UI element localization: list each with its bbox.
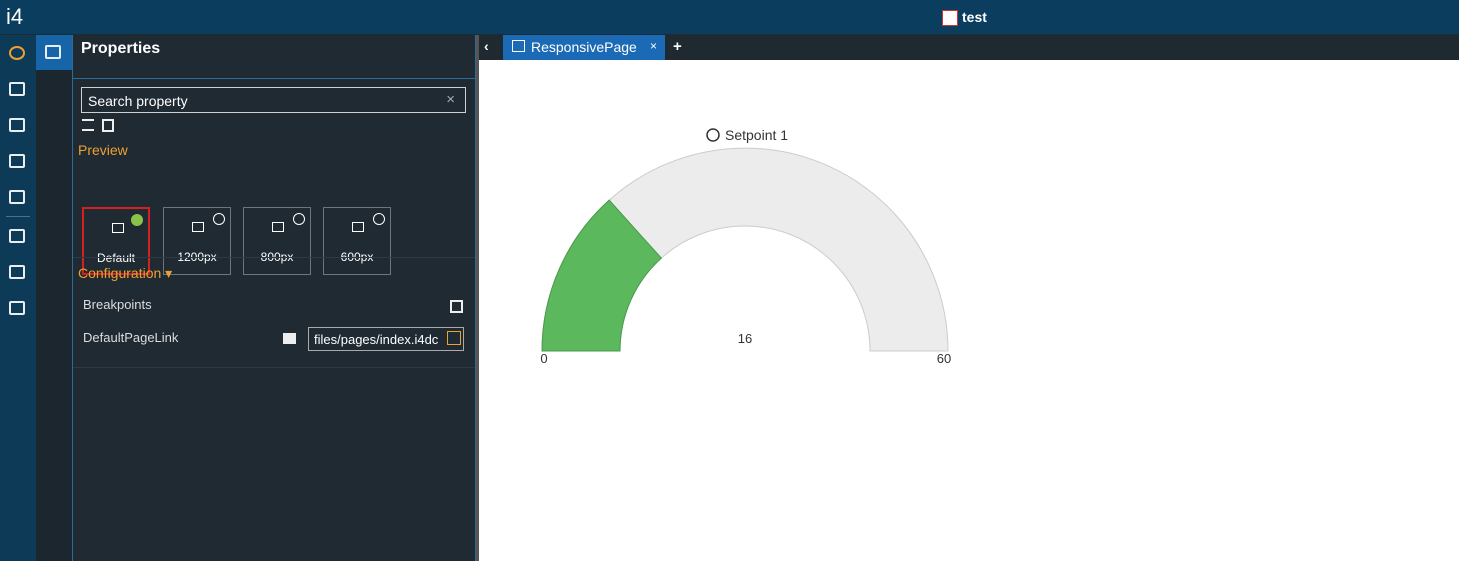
preview-label: Preview [78,142,128,158]
canvas-background [479,60,1459,561]
nav-icon[interactable] [9,190,25,204]
nav-icon[interactable] [9,301,25,315]
row-label: Breakpoints [83,297,152,312]
preview-option[interactable]: 800px [243,207,311,275]
configuration-toggle[interactable]: Configuration ▾ [78,265,173,281]
scroll-left[interactable]: ‹ [484,38,489,54]
radio [213,213,225,225]
option-label: Default [96,251,136,265]
radio [373,213,385,225]
properties-panel: Properties Search property × Preview Def… [73,35,476,561]
nav-icon[interactable] [9,118,25,132]
gauge-max-label: 60 [937,351,951,366]
tool-icon [45,45,61,59]
gauge-icon [706,128,720,142]
divider [73,257,475,258]
radio [293,213,305,225]
logo: i4 [6,4,24,29]
preview-option[interactable]: Default [82,207,150,275]
device-icon [272,222,284,232]
folder-button[interactable] [283,333,296,344]
nav-icon[interactable] [9,229,25,243]
tab-bar: ‹ ResponsivePage × + [479,35,1459,60]
panel-title: Properties [81,40,161,57]
separator [6,216,30,217]
detail-view-button[interactable] [102,119,114,132]
file-icon [942,10,958,26]
gauge-title: Setpoint 1 [725,127,788,143]
add-tab[interactable]: + [673,38,682,55]
gauge-track [541,147,949,352]
gauge-value-arc [541,199,663,352]
search-input[interactable]: Search property × [81,87,466,113]
configuration-label: Configuration [78,265,162,281]
canvas: Setpoint 1 16 0 60 [479,60,1459,561]
search-placeholder: Search property [88,93,188,109]
gauge-min-label: 0 [540,351,547,366]
clear-button[interactable]: × [446,91,455,108]
list-view-button[interactable] [82,119,94,131]
divider [73,367,475,368]
nav-bar [0,35,36,561]
device-icon [192,222,204,232]
gauge: 16 0 60 [540,147,951,366]
nav-icon[interactable] [9,154,25,168]
tab-label: ResponsivePage [531,39,637,55]
breakpoints-button[interactable] [450,300,463,313]
tool-bar [36,35,73,561]
device-icon [352,222,364,232]
properties-tool[interactable] [36,35,72,70]
tab[interactable]: ResponsivePage × [503,35,665,60]
radio-selected [131,214,143,226]
gauge-value-label: 16 [738,331,752,346]
tab-close[interactable]: × [650,39,658,53]
tab-icon [512,40,525,52]
divider [73,78,475,79]
row-label: DefaultPageLink [83,330,179,345]
link-value: files/pages/index.i4dc [314,332,439,347]
open-link-button[interactable] [447,331,461,345]
document-title: test [962,9,987,25]
splitter[interactable] [476,35,479,561]
preview-option[interactable]: 1200px [163,207,231,275]
nav-icon[interactable] [9,82,25,96]
link-input[interactable]: files/pages/index.i4dc [308,327,464,351]
nav-icon[interactable] [9,265,25,279]
top-bar: i4 test [0,0,1459,34]
nav-icon[interactable] [9,46,25,60]
preview-option[interactable]: 600px [323,207,391,275]
device-icon [112,223,124,233]
